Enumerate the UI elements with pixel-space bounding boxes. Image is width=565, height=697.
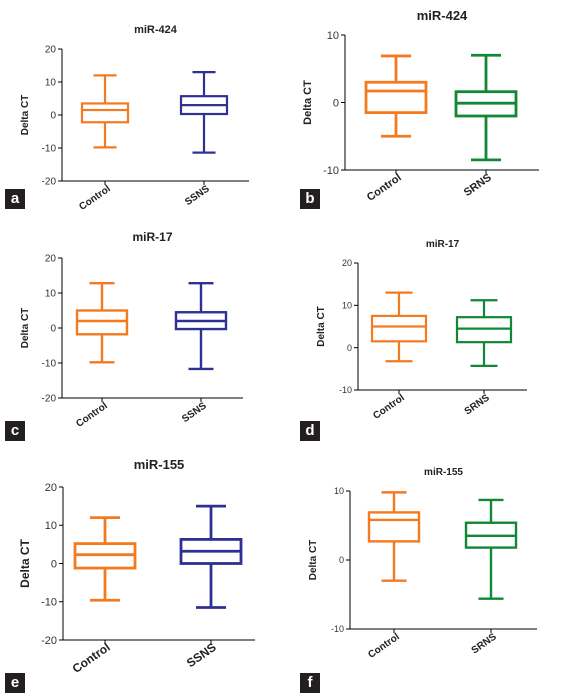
- y-tick-label: -10: [42, 359, 57, 370]
- chart-title: miR-17: [132, 230, 172, 244]
- box-control: [364, 54, 428, 138]
- x-category-label: Control: [70, 640, 113, 676]
- box-control: [80, 74, 130, 149]
- y-axis-label: Delta CT: [302, 80, 314, 125]
- x-category-label: Control: [365, 172, 404, 204]
- x-category-label: SRNS: [463, 392, 492, 417]
- panel-label-d: d: [300, 421, 320, 441]
- y-tick-label: 0: [50, 324, 56, 335]
- chart-title: miR-424: [417, 8, 468, 23]
- x-category-label: Control: [371, 392, 407, 422]
- panel-label-f: f: [300, 673, 320, 693]
- x-category-label: SSNS: [183, 183, 212, 208]
- box-control: [367, 491, 421, 582]
- y-tick-label: -10: [42, 144, 57, 155]
- y-tick-label: 20: [45, 254, 57, 265]
- y-tick-label: 0: [347, 343, 352, 353]
- iqr-box: [80, 102, 130, 124]
- y-tick-label: -10: [339, 385, 352, 395]
- panel-a: miR-424 Delta CT -20 -10 0 10 20 Control SSNS: [20, 24, 249, 213]
- iqr-box: [367, 511, 421, 543]
- y-tick-label: 20: [45, 45, 57, 56]
- x-category-label: SSNS: [184, 640, 219, 670]
- y-tick-label: 10: [45, 520, 57, 532]
- panel-b: miR-424 Delta CT -10 0 10 Control SRNS: [302, 8, 539, 204]
- box-control: [370, 291, 428, 363]
- panel-c: miR-17 Delta CT -20 -10 0 10 20 Control SSNS: [20, 230, 243, 430]
- y-tick-label: 0: [51, 558, 57, 570]
- chart-title: miR-17: [426, 239, 460, 250]
- y-tick-label: 10: [45, 78, 57, 89]
- box-srns: [455, 299, 513, 367]
- panel-label-c: c: [5, 421, 25, 441]
- box-srns: [464, 498, 518, 600]
- y-tick-label: -20: [42, 177, 57, 188]
- y-tick-label: -10: [41, 597, 57, 609]
- panel-d: miR-17 Delta CT -10 0 10 20 Control SRNS: [316, 239, 527, 422]
- y-tick-label: -10: [323, 165, 339, 177]
- panel-e: miR-155 Delta CT -20 -10 0 10 20 Control SSNS: [18, 457, 255, 676]
- x-category-label: Control: [74, 400, 110, 430]
- x-category-label: Control: [77, 183, 113, 213]
- y-tick-label: 0: [333, 97, 339, 109]
- y-axis-label: Delta CT: [316, 306, 327, 347]
- panel-label-e: e: [5, 673, 25, 693]
- box-srns: [454, 53, 518, 162]
- y-axis-label: Delta CT: [20, 308, 31, 349]
- panel-label-b: b: [300, 189, 320, 209]
- iqr-box: [364, 80, 428, 115]
- chart-title: miR-424: [134, 24, 178, 36]
- chart-title: miR-155: [424, 467, 463, 478]
- y-tick-label: 20: [342, 258, 352, 268]
- iqr-box: [370, 314, 428, 343]
- y-tick-label: 10: [45, 289, 57, 300]
- panel-label-a: a: [5, 189, 25, 209]
- y-tick-label: 20: [45, 482, 57, 494]
- iqr-box: [75, 309, 129, 336]
- y-tick-label: -10: [331, 624, 344, 634]
- box-control: [75, 282, 129, 364]
- x-category-label: SRNS: [462, 172, 494, 199]
- y-axis-label: Delta CT: [308, 540, 319, 581]
- box-ssns: [174, 282, 228, 371]
- y-axis-label: Delta CT: [18, 539, 32, 588]
- box-control: [73, 516, 137, 602]
- x-category-label: Control: [366, 631, 402, 661]
- chart-title: miR-155: [134, 457, 185, 472]
- panel-f: miR-155 Delta CT -10 0 10 Control SRNS: [308, 467, 537, 661]
- box-ssns: [179, 504, 243, 609]
- box-ssns: [179, 70, 229, 154]
- y-tick-label: -20: [41, 635, 57, 647]
- y-tick-label: 0: [339, 555, 344, 565]
- y-tick-label: 10: [334, 486, 344, 496]
- x-category-label: SSNS: [180, 400, 209, 425]
- y-tick-label: 10: [327, 30, 339, 42]
- y-tick-label: 0: [50, 111, 56, 122]
- x-category-label: SRNS: [470, 631, 499, 656]
- y-axis-label: Delta CT: [20, 95, 31, 136]
- y-tick-label: 10: [342, 300, 352, 310]
- y-tick-label: -20: [42, 394, 57, 405]
